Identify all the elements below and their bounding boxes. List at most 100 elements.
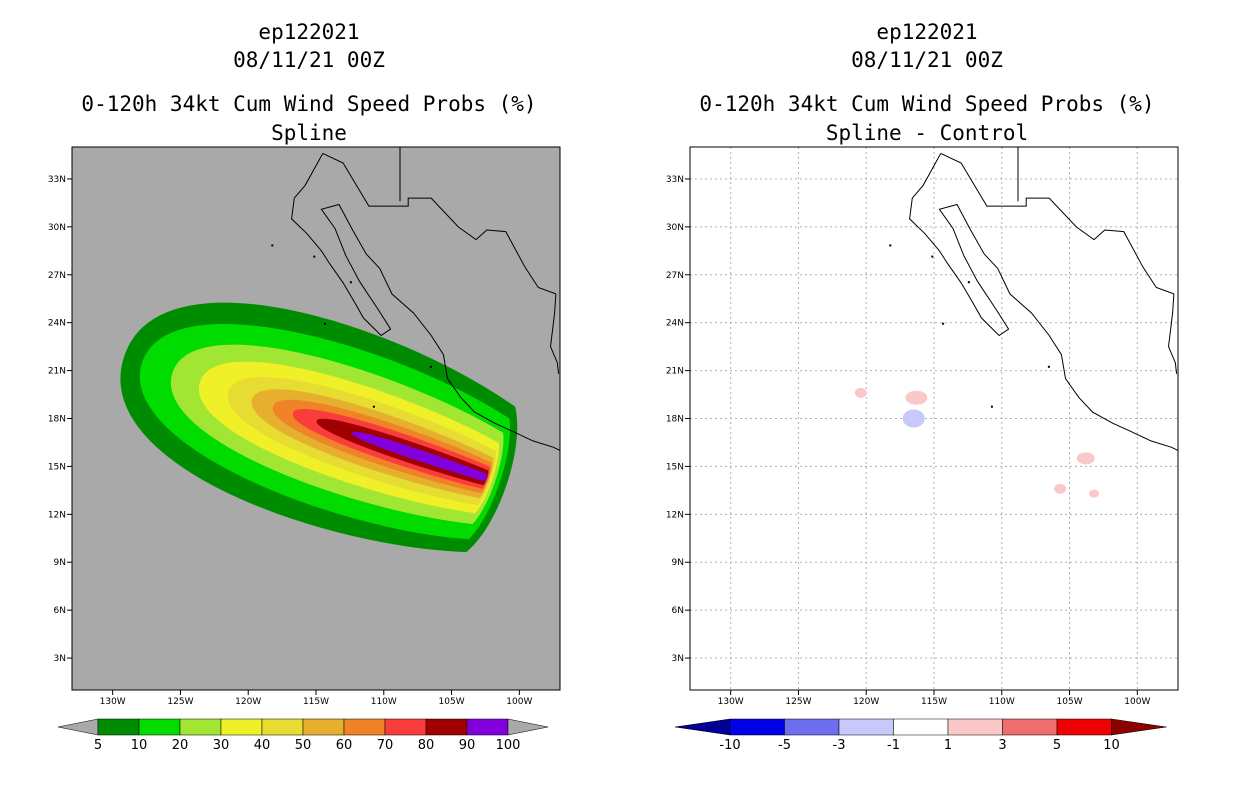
x-tick-label: 105W — [1057, 697, 1083, 707]
y-tick-label: 24N — [48, 319, 66, 329]
difference-patches — [854, 387, 1099, 498]
colorbar-swatch — [466, 718, 509, 736]
colorbar-low-end — [57, 718, 99, 736]
y-tick-label: 33N — [48, 175, 66, 185]
colorbar-label: -1 — [887, 738, 900, 753]
colorbar-swatch — [220, 718, 263, 736]
colorbar-swatch — [343, 718, 386, 736]
y-tick-label: 12N — [666, 510, 684, 520]
positive-diff-patch — [1089, 489, 1099, 498]
x-tick-label: 105W — [439, 697, 465, 707]
y-tick-label: 30N — [666, 223, 684, 233]
y-tick-label: 3N — [54, 654, 66, 664]
x-tick-label: 110W — [989, 697, 1015, 707]
colorbar: -10 -5 -3 -1 1 3 5 10 — [674, 718, 1167, 753]
x-tick-label: 100W — [506, 697, 532, 707]
colorbar-label: 80 — [418, 738, 435, 753]
colorbar-swatch — [893, 718, 949, 736]
x-tick-label: 115W — [921, 697, 947, 707]
datetime-title: 08/11/21 00Z — [851, 48, 1003, 72]
colorbar-swatch — [729, 718, 785, 736]
storm-id-title: ep122021 — [258, 20, 360, 44]
x-tick-label: 110W — [371, 697, 397, 707]
coast-line — [909, 153, 1179, 451]
colorbar-swatch — [784, 718, 840, 736]
probability-swath — [120, 302, 518, 553]
island — [1047, 365, 1050, 368]
island — [990, 405, 993, 408]
colorbar-label: 40 — [254, 738, 271, 753]
x-tick-label: 130W — [718, 697, 744, 707]
colorbar-label: 20 — [172, 738, 189, 753]
colorbar-swatch — [302, 718, 345, 736]
island — [372, 405, 375, 408]
y-tick-label: 15N — [666, 462, 684, 472]
x-tick-label: 125W — [167, 697, 193, 707]
colorbar-swatch — [97, 718, 140, 736]
positive-diff-patch — [854, 387, 867, 398]
left-panel: ep122021 08/11/21 00Z 0-120h 34kt Cum Wi… — [48, 20, 561, 753]
colorbar-label: -10 — [719, 738, 740, 753]
y-tick-label: 6N — [54, 606, 66, 616]
y-tick-label: 21N — [48, 367, 66, 377]
colorbar-swatch — [179, 718, 222, 736]
x-tick-label: 100W — [1124, 697, 1150, 707]
right-panel: ep122021 08/11/21 00Z 0-120h 34kt Cum Wi… — [618, 0, 1236, 800]
colorbar-label: 60 — [336, 738, 353, 753]
colorbar-label: 50 — [295, 738, 312, 753]
island — [313, 255, 316, 258]
colorbar-label: 5 — [94, 738, 102, 753]
colorbar-label: 5 — [1053, 738, 1061, 753]
colorbar-swatch — [1056, 718, 1112, 736]
island — [931, 255, 934, 258]
colorbar-swatch — [425, 718, 468, 736]
colorbar-swatch — [1002, 718, 1058, 736]
colorbar-swatch — [838, 718, 894, 736]
colorbar-high-end — [507, 718, 549, 736]
x-tick-label: 130W — [100, 697, 126, 707]
y-tick-label: 27N — [666, 271, 684, 281]
colorbar-label: -3 — [833, 738, 846, 753]
x-tick-label: 120W — [853, 697, 879, 707]
y-tick-label: 12N — [48, 510, 66, 520]
y-tick-label: 27N — [48, 271, 66, 281]
colorbar-label: 10 — [131, 738, 148, 753]
x-tick-label: 120W — [235, 697, 261, 707]
colorbar: 5 10 20 30 40 50 60 70 80 90 100 — [57, 718, 549, 753]
y-tick-label: 24N — [666, 319, 684, 329]
positive-diff-patch — [1054, 483, 1067, 494]
positive-diff-patch — [1076, 452, 1095, 465]
y-tick-label: 18N — [666, 415, 684, 425]
colorbar-swatch — [384, 718, 427, 736]
island — [967, 281, 970, 284]
product-title: 0-120h 34kt Cum Wind Speed Probs (%) — [81, 92, 537, 116]
colorbar-swatch — [261, 718, 304, 736]
colorbar-label: 90 — [459, 738, 476, 753]
coast-line — [322, 152, 557, 295]
colorbar-swatch — [947, 718, 1003, 736]
x-tick-label: 115W — [303, 697, 329, 707]
axis-ticks: 130W 125W 120W 115W 110W 105W 100W 3N 6N 9N 12N 15N… — [666, 175, 1151, 707]
y-tick-label: 21N — [666, 367, 684, 377]
axis-ticks: 130W 125W 120W 115W 110W 105W 100W 3N 6N 9N 12N 15N… — [48, 175, 533, 707]
prob-band-10 — [351, 431, 487, 482]
difference-map: 130W 125W 120W 115W 110W 105W 100W 3N 6N 9N 12N 15N… — [666, 146, 1179, 753]
island — [324, 322, 327, 325]
y-tick-label: 30N — [48, 223, 66, 233]
colorbar-high-end — [1111, 718, 1167, 736]
coast-line — [291, 153, 561, 451]
y-tick-label: 15N — [48, 462, 66, 472]
y-tick-label: 3N — [672, 654, 684, 664]
colorbar-label: -5 — [778, 738, 791, 753]
island — [942, 322, 945, 325]
y-tick-label: 6N — [672, 606, 684, 616]
gridlines — [690, 147, 1178, 690]
x-tick-label: 125W — [785, 697, 811, 707]
colorbar-label: 10 — [1103, 738, 1120, 753]
subtitle: Spline - Control — [825, 121, 1029, 145]
colorbar-label: 3 — [998, 738, 1006, 753]
island — [429, 365, 432, 368]
colorbar-label: 30 — [213, 738, 230, 753]
coast-line — [940, 152, 1175, 295]
coast-line — [1167, 293, 1178, 374]
